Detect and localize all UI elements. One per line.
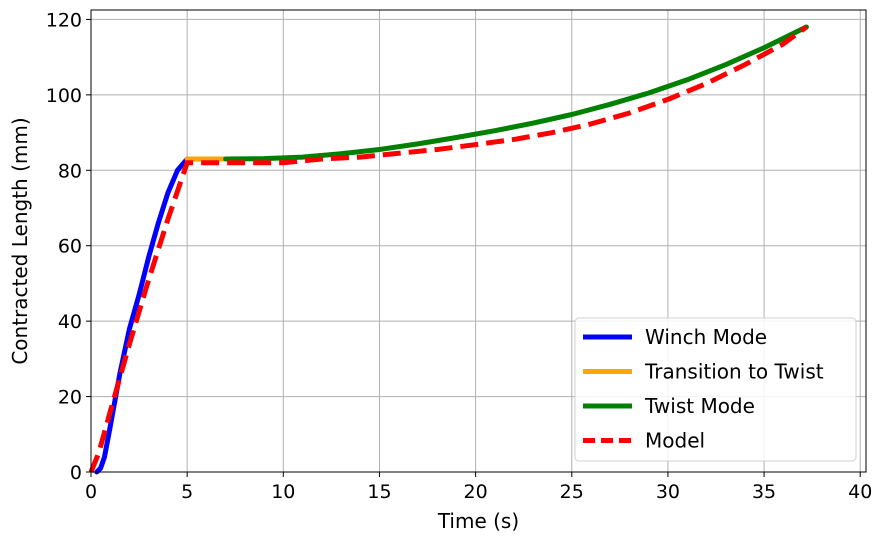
y-tick-label: 0 (70, 462, 82, 484)
series-line-winch-mode (94, 156, 190, 475)
series-layer (88, 24, 809, 475)
series-line-model (88, 24, 808, 473)
legend-label: Twist Mode (644, 394, 755, 418)
y-tick-label: 120 (46, 9, 82, 31)
legend: Winch Mode Transition to Twist Twist Mode M… (574, 317, 857, 462)
y-tick-label: 20 (58, 387, 82, 409)
axis-ticks: 0 5 10 15 20 25 30 35 40 0 20 40 60 80 100 120 (46, 9, 873, 503)
legend-box (574, 317, 857, 462)
y-axis-label: Contracted Length (mm) (8, 117, 32, 364)
x-tick-label: 5 (181, 481, 193, 503)
x-tick-label: 40 (848, 481, 872, 503)
legend-label: Model (645, 429, 705, 453)
x-tick-label: 25 (560, 481, 584, 503)
x-tick-label: 35 (752, 481, 776, 503)
series-line-twist-mode (223, 24, 809, 162)
x-tick-label: 20 (464, 481, 488, 503)
x-tick-label: 30 (656, 481, 680, 503)
legend-label: Winch Mode (645, 325, 767, 349)
legend-label: Transition to Twist (644, 360, 824, 384)
y-tick-label: 100 (46, 85, 82, 107)
y-tick-label: 40 (58, 311, 82, 333)
y-tick-label: 80 (58, 160, 82, 182)
x-axis-label: Time (s) (437, 509, 519, 533)
x-tick-label: 10 (271, 481, 295, 503)
y-tick-label: 60 (58, 236, 82, 258)
x-tick-label: 0 (85, 481, 97, 503)
plot-frame (90, 9, 867, 473)
x-tick-label: 15 (367, 481, 391, 503)
